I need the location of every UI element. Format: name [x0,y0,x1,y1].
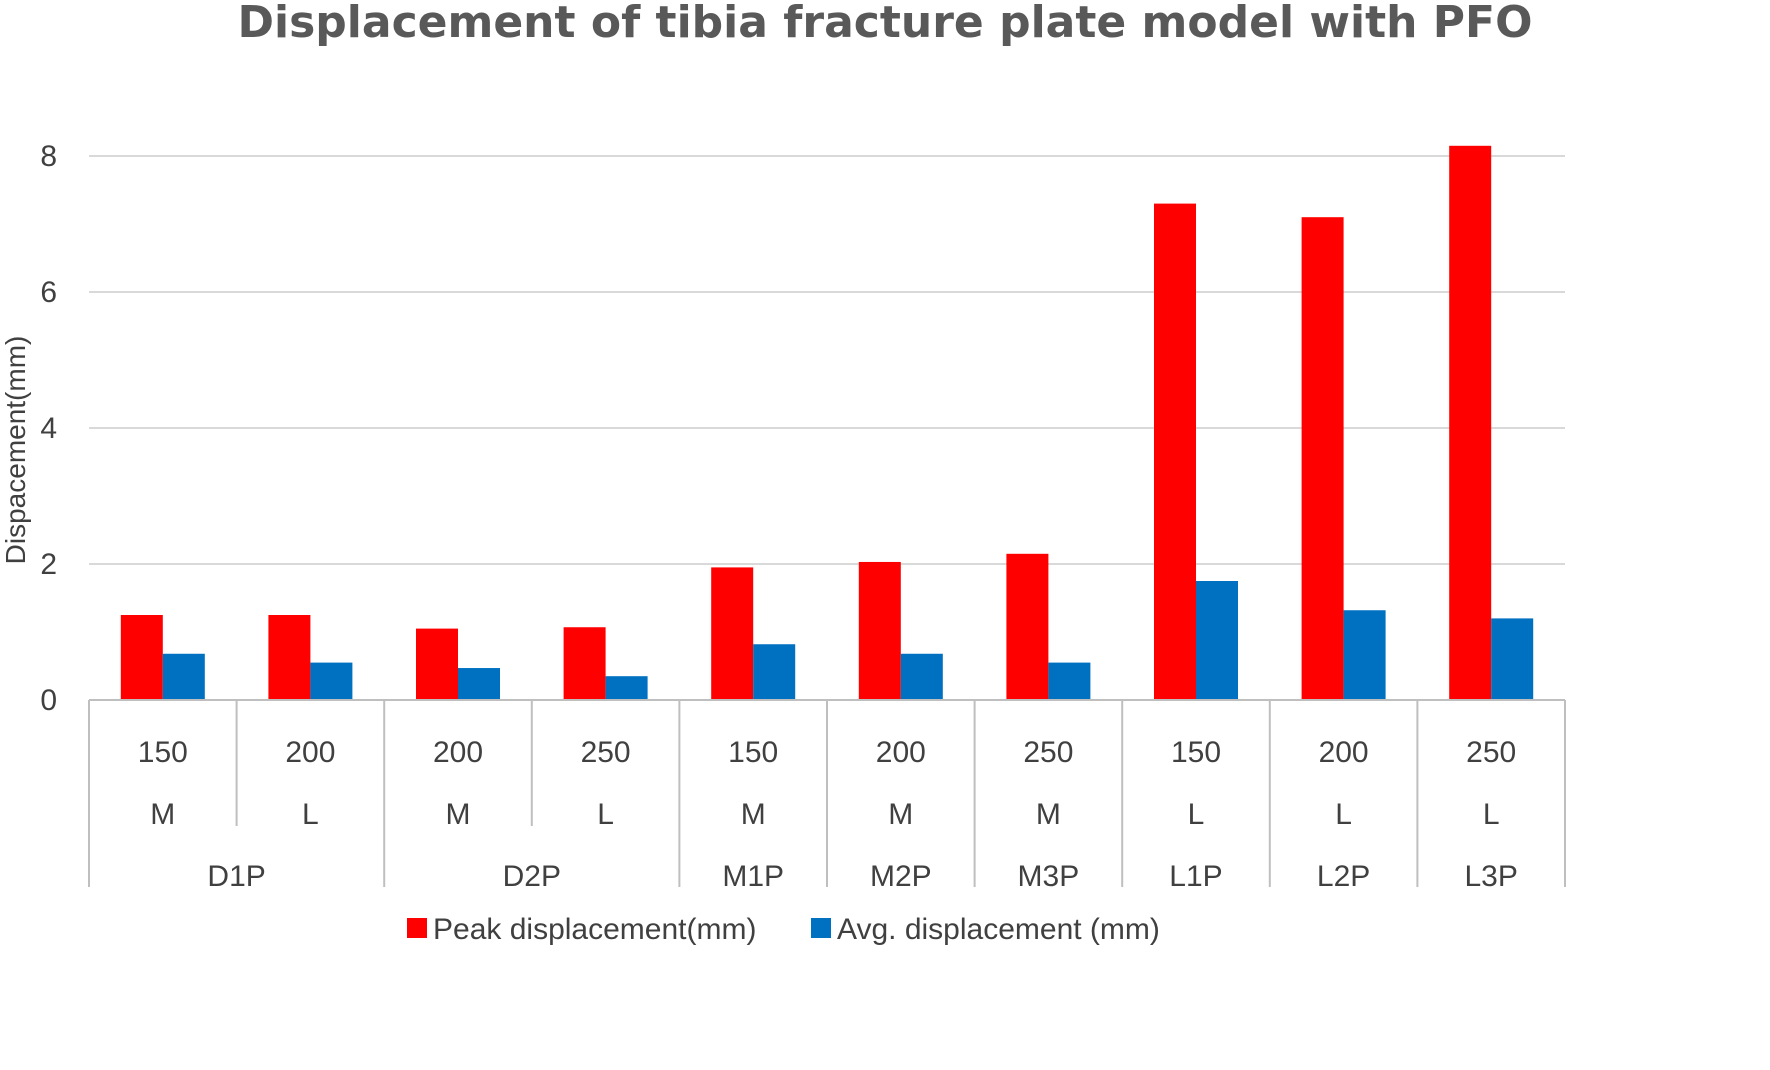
x-category-side-label: L [302,798,319,831]
y-tick-label: 8 [40,140,57,173]
bar-avg [458,668,500,700]
x-group-label: L1P [1169,860,1222,893]
y-axis-label: Dispacement(mm) [0,336,31,565]
x-group-label: M2P [870,860,932,893]
legend-label: Avg. displacement (mm) [837,913,1160,946]
chart-title: Displacement of tibia fracture plate mod… [238,0,1533,48]
bar-avg [162,653,205,700]
bar-avg [900,653,943,700]
y-tick-label: 4 [40,412,57,445]
x-category-side-label: M [150,798,175,831]
x-category-load-label: 150 [138,736,188,769]
x-category-side-label: L [597,798,614,831]
bar-peak [858,561,901,700]
bars [120,145,1534,701]
x-category-side-label: M [741,798,766,831]
x-group-label: L2P [1317,860,1370,893]
bar-avg [1048,662,1091,700]
y-tick-label: 2 [40,548,57,581]
x-category-load-label: 150 [728,736,778,769]
bar-peak [1449,145,1492,701]
x-category-load-label: 200 [433,736,483,769]
x-category-load-label: 250 [581,736,631,769]
x-group-label: L3P [1465,860,1518,893]
x-category-load-label: 250 [1023,736,1073,769]
legend-label: Peak displacement(mm) [433,913,756,946]
bar-peak [268,615,311,700]
bar-peak [711,567,754,700]
x-category-side-label: M [888,798,913,831]
bar-avg [310,662,353,700]
x-group-label: M1P [722,860,784,893]
bar-peak [1301,217,1344,700]
bar-avg [1343,610,1386,700]
x-category-side-label: L [1483,798,1500,831]
bar-peak [120,615,163,700]
bar-peak [416,628,458,700]
y-tick-label: 0 [40,684,57,717]
x-category-load-label: 250 [1466,736,1516,769]
bar-avg [1196,581,1238,700]
x-category-load-label: 200 [1319,736,1369,769]
bar-peak [1154,203,1196,700]
x-category-side-label: M [446,798,471,831]
bar-avg [1491,618,1534,700]
x-group-label: D2P [503,860,561,893]
x-category-side-label: L [1335,798,1352,831]
legend-swatch [407,918,427,938]
legend-swatch [811,918,831,938]
x-group-label: D1P [207,860,265,893]
x-group-label: M3P [1018,860,1080,893]
x-category-load-label: 200 [285,736,335,769]
x-category-load-label: 200 [876,736,926,769]
bar-peak [1006,553,1049,700]
x-category-side-label: L [1188,798,1205,831]
y-tick-label: 6 [40,276,57,309]
bar-avg [753,644,796,700]
legend: Peak displacement(mm) Avg. displacement (… [407,913,1160,946]
y-axis-ticks: 0 2 4 6 8 [40,140,57,717]
x-category-load-label: 150 [1171,736,1221,769]
x-category-side-label: M [1036,798,1061,831]
bar-avg [605,676,648,700]
x-axis: 150 M 200 L 200 M 250 L 150 M 200 M 250 M 150 L 200 L 250 L… [88,699,1566,893]
bar-peak [563,627,606,700]
